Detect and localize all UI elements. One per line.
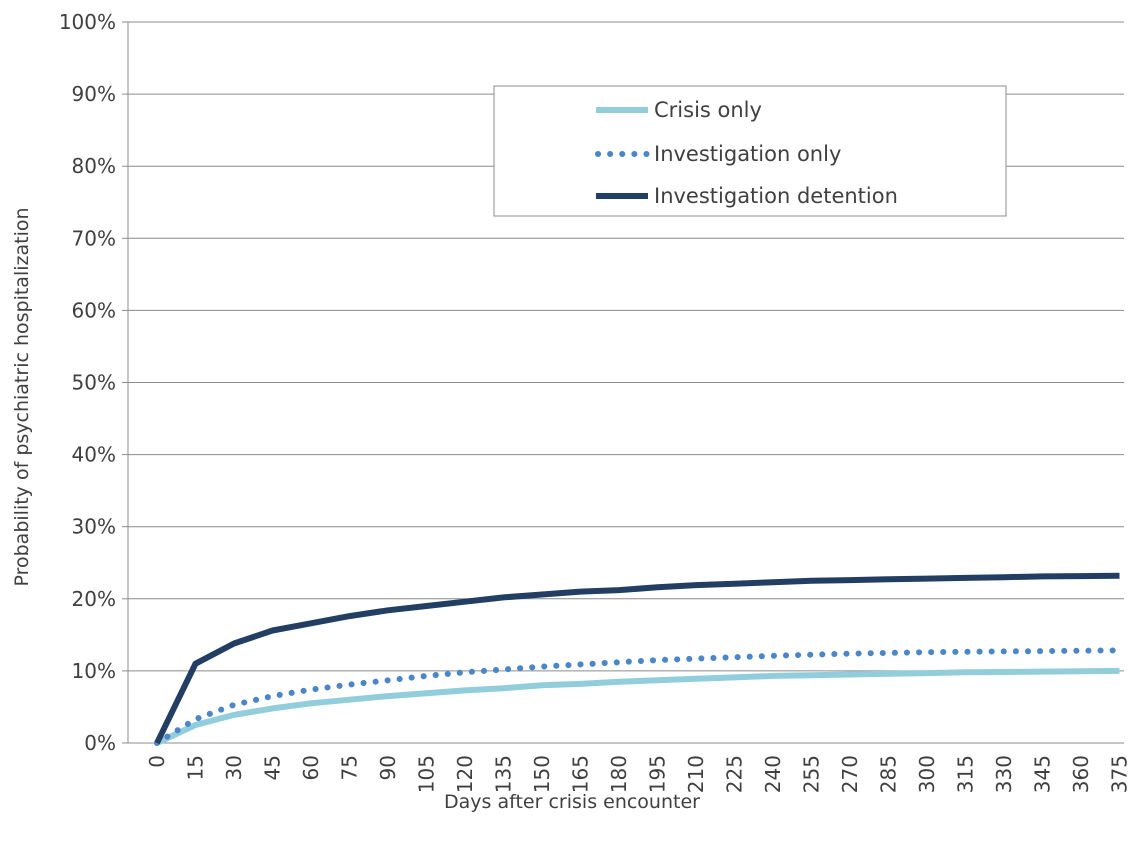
y-tick-label: 70% [72,226,116,250]
x-tick-label: 225 [723,755,747,793]
y-axis-tick-labels: 0% 10% 20% 30% 40% 50% 60% 70% 80% 90% 100% [59,10,116,755]
x-tick-label: 105 [415,755,439,793]
x-tick-label: 330 [992,755,1016,793]
y-tick-label: 60% [72,298,116,322]
x-tick-label: 195 [646,755,670,793]
x-tick-label: 315 [954,755,978,793]
axes [127,22,1124,744]
y-tick-label: 30% [72,515,116,539]
x-tick-label: 0 [145,755,169,768]
x-tick-label: 90 [376,755,400,780]
x-tick-label: 255 [800,755,824,793]
series-lines [154,572,1123,746]
legend-label-investigation-only: Investigation only [654,142,841,166]
y-tick-label: 0% [84,731,116,755]
x-tick-label: 150 [530,755,554,793]
x-tick-label: 345 [1031,755,1055,793]
legend-label-investigation-detention: Investigation detention [654,184,898,208]
y-axis-title: Probability of psychiatric hospitalizati… [11,207,33,586]
x-axis-tick-labels: 0 15 30 45 60 75 90 105 120 135 150 165 180 195 210 225… [145,755,1130,793]
y-tick-label: 20% [72,587,116,611]
x-tick-label: 60 [299,755,323,780]
x-tick-label: 30 [222,755,246,780]
series-line-investigation-only [154,647,1123,746]
x-axis-title: Days after crisis encounter [444,791,700,813]
x-tick-label: 135 [492,755,516,793]
x-tick-label: 300 [915,755,939,793]
series-line-crisis-only [155,667,1120,746]
x-tick-label: 375 [1108,755,1130,793]
series-line-investigation-detention [154,572,1120,745]
x-tick-label: 15 [184,755,208,780]
x-tick-label: 360 [1069,755,1093,793]
y-tick-label: 50% [72,371,116,395]
x-tick-label: 240 [761,755,785,793]
y-tick-label: 40% [72,443,116,467]
x-tick-label: 45 [261,755,285,780]
y-tick-label: 100% [59,10,116,34]
x-tick-label: 180 [607,755,631,793]
x-tick-label: 165 [569,755,593,793]
legend-box [493,85,1007,217]
x-tick-label: 285 [877,755,901,793]
x-tick-label: 75 [338,755,362,780]
legend: Crisis only Investigation only Investiga… [493,85,1007,217]
x-tick-label: 120 [453,755,477,793]
y-tick-label: 90% [72,82,116,106]
legend-label-crisis-only: Crisis only [654,98,762,122]
x-tick-label: 270 [838,755,862,793]
y-tick-label: 80% [72,154,116,178]
x-tick-label: 210 [684,755,708,793]
y-tick-label: 10% [72,659,116,683]
